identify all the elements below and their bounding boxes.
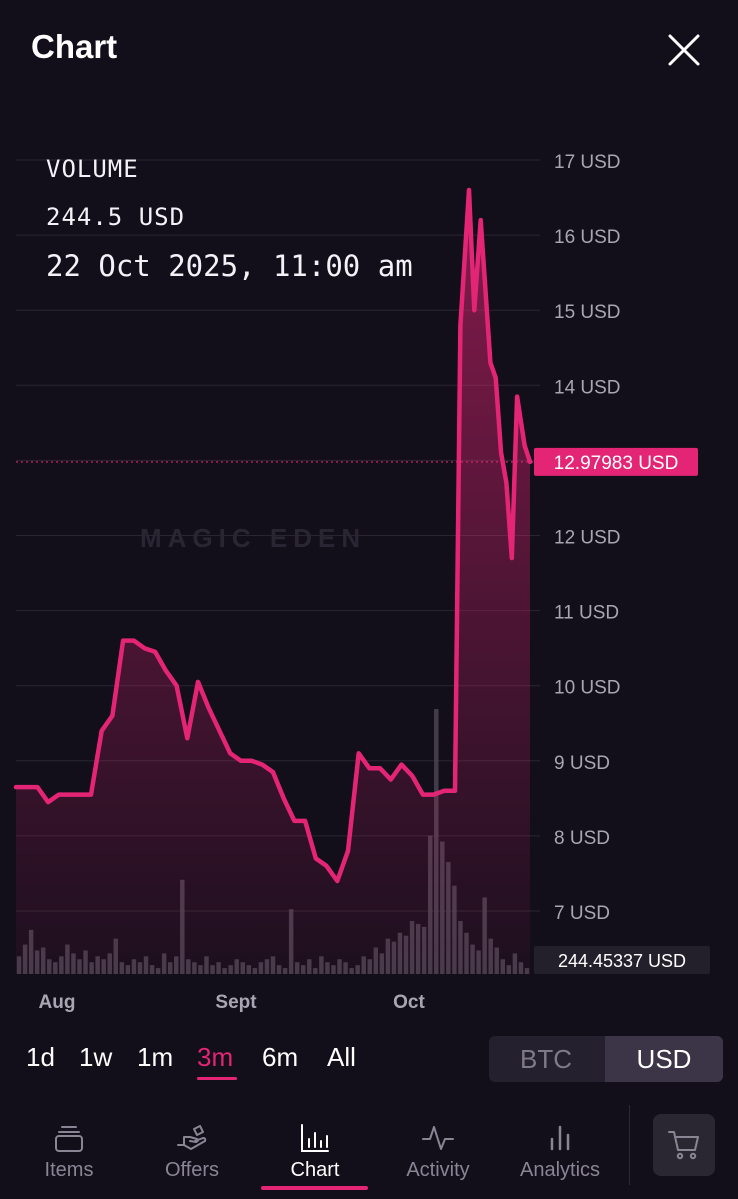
nav-items-label: Items: [44, 1159, 94, 1181]
nav-items[interactable]: Items: [18, 1105, 120, 1199]
cart-button[interactable]: [653, 1114, 715, 1176]
y-tick-label: 12 USD: [554, 528, 621, 549]
chart-tooltip: VOLUME 244.5 USD 22 Oct 2025, 11:00 am: [46, 155, 413, 283]
currency-btc-button[interactable]: BTC: [520, 1044, 572, 1074]
y-tick-label: 14 USD: [554, 377, 621, 398]
page-title: Chart: [31, 28, 118, 65]
range-1w-button[interactable]: 1w: [79, 1042, 113, 1072]
y-tick-label: 11 USD: [554, 603, 619, 624]
items-icon: [55, 1126, 83, 1152]
price-area: [16, 190, 530, 974]
nav-chart-label: Chart: [290, 1159, 340, 1181]
nav-analytics-label: Analytics: [519, 1159, 601, 1181]
activity-icon: [422, 1126, 454, 1150]
bottom-nav: Items Offers Chart Activity Analytic: [0, 1105, 738, 1199]
nav-chart[interactable]: Chart: [264, 1105, 366, 1199]
current-price-label: 12.97983 USD: [554, 453, 679, 474]
currency-toggle: BTC USD: [489, 1036, 723, 1082]
range-6m-button[interactable]: 6m: [262, 1042, 299, 1072]
tooltip-metric: VOLUME: [46, 155, 139, 183]
offers-icon: [177, 1125, 207, 1150]
nav-activity[interactable]: Activity: [387, 1105, 489, 1199]
y-tick-label: 7 USD: [554, 903, 610, 924]
volume-badge: [534, 946, 710, 974]
range-1d-button[interactable]: 1d: [26, 1042, 55, 1072]
x-tick-label: Oct: [393, 992, 425, 1013]
y-tick-label: 15 USD: [554, 302, 621, 323]
range-active-indicator: [197, 1077, 237, 1080]
time-range-selector: 1d 1w 1m 3m 6m All: [0, 1036, 738, 1086]
currency-usd-button[interactable]: USD: [605, 1036, 723, 1082]
nav-divider: [629, 1105, 630, 1185]
nav-analytics[interactable]: Analytics: [505, 1105, 615, 1199]
x-tick-label: Aug: [39, 992, 76, 1013]
y-tick-label: 16 USD: [554, 227, 621, 248]
watermark-text: MAGIC EDEN: [140, 523, 366, 553]
nav-activity-label: Activity: [406, 1159, 470, 1181]
nav-active-indicator: [261, 1186, 368, 1190]
volume-label: 244.45337 USD: [558, 951, 686, 971]
range-3m-button[interactable]: 3m: [197, 1042, 234, 1072]
tooltip-date: 22 Oct 2025, 11:00 am: [46, 249, 413, 283]
nav-offers[interactable]: Offers: [141, 1105, 243, 1199]
price-line: [13, 187, 533, 884]
nav-offers-label: Offers: [164, 1159, 220, 1181]
y-tick-label: 17 USD: [554, 152, 621, 173]
y-tick-label: 9 USD: [554, 753, 610, 774]
y-tick-label: 8 USD: [554, 828, 610, 849]
range-1m-button[interactable]: 1m: [137, 1042, 174, 1072]
range-all-button[interactable]: All: [327, 1042, 356, 1072]
x-tick-label: Sept: [215, 992, 257, 1013]
y-tick-label: 10 USD: [554, 678, 621, 699]
tooltip-value: 244.5 USD: [46, 203, 186, 231]
chart-icon: [301, 1124, 329, 1152]
close-button[interactable]: [664, 30, 704, 70]
current-price-badge: [534, 447, 698, 476]
analytics-icon: [550, 1125, 570, 1151]
close-icon: [668, 34, 700, 66]
cart-icon: [668, 1131, 699, 1160]
